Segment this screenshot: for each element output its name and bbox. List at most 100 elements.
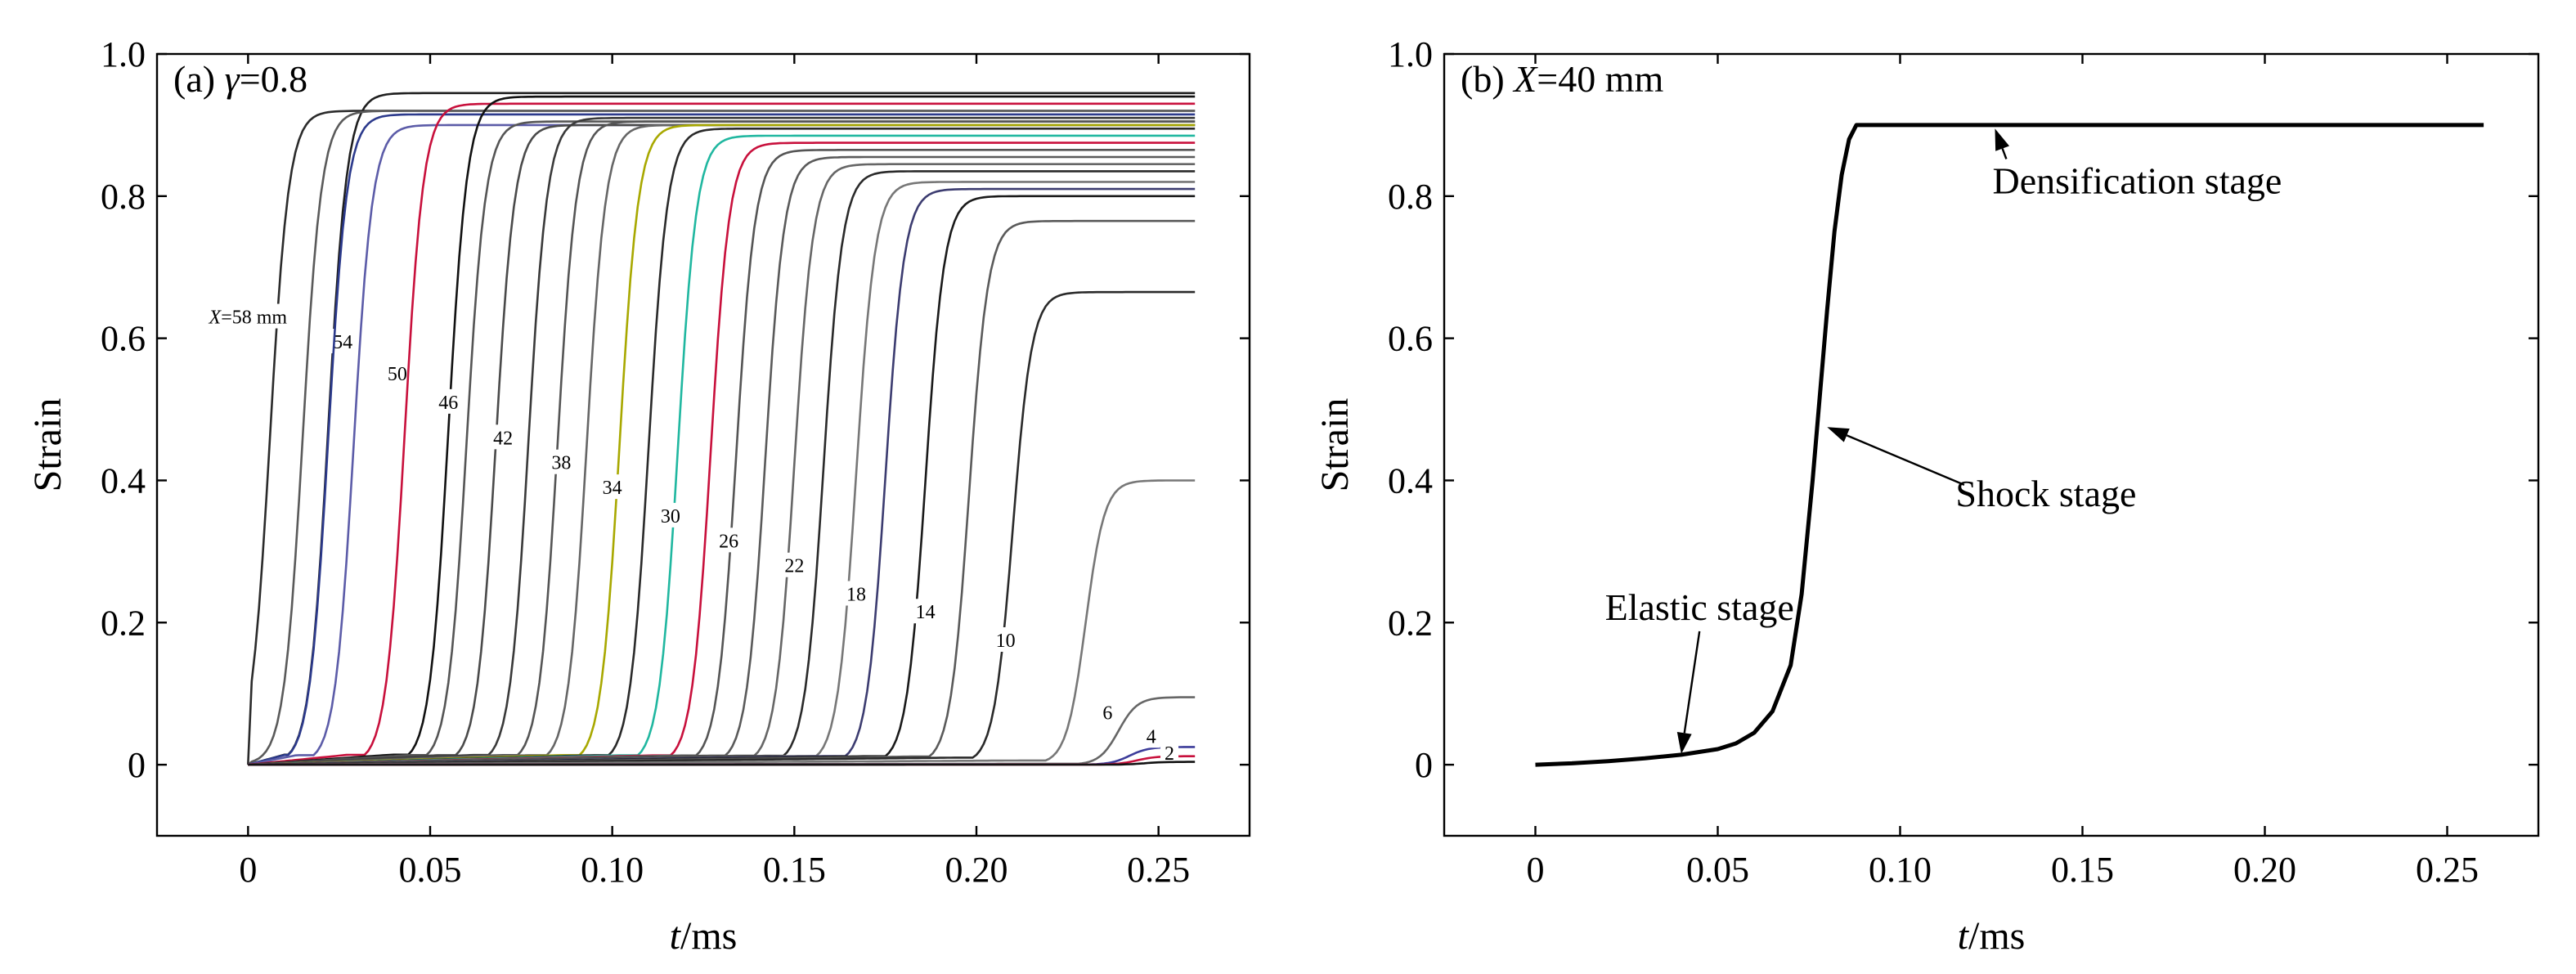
a-series-line-18	[248, 181, 1196, 766]
b-annotation-arrow-2	[1683, 631, 1701, 734]
a-series-line-26	[248, 149, 1196, 766]
a-x-tick-label-1: 0.05	[399, 850, 462, 890]
b-x-tick-label-1: 0.05	[1686, 850, 1749, 890]
b-x-axis-unit: /ms	[1968, 914, 2025, 958]
a-series-line-16	[248, 187, 1196, 766]
a-series-line-56	[247, 92, 1196, 766]
a-panel-letter: (a)	[173, 58, 225, 100]
a-curve-label-42: 42	[493, 428, 513, 449]
b-panel-symbol: X	[1512, 58, 1538, 100]
a-curve-label-bg-34	[597, 474, 627, 500]
a-curve-label-18: 18	[846, 585, 866, 606]
a-x-tick-label-4: 0.20	[945, 850, 1008, 890]
a-y-tick-label-3: 0.6	[101, 319, 146, 359]
b-annotation-1: Shock stage	[1955, 473, 2136, 514]
a-panel-value: =0.8	[240, 58, 307, 100]
a-axes-frame	[155, 52, 1251, 837]
b-y-tick-label-3: 0.6	[1388, 319, 1433, 359]
a-x-tick-label-3: 0.15	[763, 850, 826, 890]
a-curve-label-14: 14	[916, 602, 936, 623]
a-curve-label-46: 46	[438, 393, 458, 414]
a-curve-label-bg-14	[910, 599, 940, 624]
b-x-tick-label-4: 0.20	[2233, 850, 2296, 890]
a-x-tick-label-5: 0.25	[1127, 850, 1190, 890]
b-x-tick-label-3: 0.15	[2051, 850, 2114, 890]
a-curve-label-bg-6	[1098, 699, 1117, 725]
a-series-line-28	[248, 141, 1196, 766]
a-x-axis-unit: /ms	[680, 914, 737, 958]
a-series-line-44	[248, 120, 1196, 766]
a-series-line-38	[248, 120, 1196, 766]
b-annotation-2: Elastic stage	[1605, 586, 1794, 628]
a-series-line-54	[247, 110, 1196, 766]
b-axes-frame	[1443, 52, 2540, 837]
b-x-tick-label-2: 0.10	[1869, 850, 1932, 890]
b-y-tick-label-5: 1.0	[1388, 34, 1433, 74]
a-y-tick-label-1: 0.2	[101, 603, 146, 643]
a-series-line-48	[248, 102, 1196, 766]
b-annotation-arrowhead-1	[1827, 427, 1850, 442]
b-x-axis-var: t	[1958, 914, 1970, 958]
a-x-tick-label-2: 0.10	[581, 850, 644, 890]
b-y-tick-label-4: 0.8	[1388, 177, 1433, 217]
a-series-line-0	[248, 761, 1196, 766]
a-curve-label-10: 10	[996, 631, 1016, 652]
b-annotation-0: Densification stage	[1992, 159, 2282, 201]
b-panel-label: (b) X=40 mm	[1461, 58, 1663, 100]
a-curve-label-bg-2	[1160, 740, 1179, 765]
a-curve-label-bg-58	[207, 303, 289, 329]
a-curve-label-bg-38	[546, 449, 577, 474]
a-x-axis-var: t	[670, 914, 682, 958]
a-series-line-22	[248, 163, 1196, 766]
a-y-tick-label-4: 0.8	[101, 177, 146, 217]
a-series-line-40	[248, 116, 1196, 766]
a-y-tick-label-0: 0	[128, 745, 146, 785]
a-y-tick-label-5: 1.0	[101, 34, 146, 74]
a-curve-label-bg-46	[433, 388, 464, 414]
a-curve-label-26: 26	[719, 531, 738, 552]
b-plot-area	[1535, 123, 2484, 767]
a-x-axis-title: t/ms	[670, 914, 738, 958]
b-series-line-X40mm	[1535, 123, 2484, 767]
a-panel-label: (a) γ=0.8	[173, 58, 307, 100]
a-curve-label-bg-4	[1142, 723, 1160, 748]
b-annotation-arrow-1	[1846, 434, 1965, 486]
a-series-line-32	[248, 128, 1196, 766]
a-series-line-20	[248, 170, 1196, 766]
a-curve-label-30: 30	[661, 506, 680, 527]
b-annotation-arrow-0	[2001, 148, 2008, 159]
a-series-line-8	[248, 479, 1196, 766]
a-curve-label-x-value: =58 mm	[221, 307, 287, 329]
a-curve-label-x-var: X	[209, 307, 222, 329]
a-curve-label-bg-26	[714, 527, 744, 553]
b-x-tick-label-5: 0.25	[2416, 850, 2479, 890]
a-x-tick-label-0: 0	[239, 850, 257, 890]
a-curve-label-38: 38	[551, 453, 571, 474]
a-curve-label-4: 4	[1147, 726, 1156, 747]
a-panel-symbol: γ	[225, 58, 241, 100]
a-series-line-24	[248, 155, 1196, 766]
a-curve-label-2: 2	[1165, 743, 1174, 765]
a-series-line-52	[247, 113, 1196, 766]
b-y-tick-label-0: 0	[1415, 745, 1433, 785]
a-curve-label-bg-22	[779, 552, 810, 577]
panel-b-strain-vs-time-x40: Densification stage Shock stage Elastic st…	[1313, 34, 2540, 958]
b-panel-letter: (b)	[1461, 58, 1514, 100]
b-y-tick-label-2: 0.4	[1388, 460, 1433, 500]
a-curve-label-bg-30	[655, 502, 685, 527]
b-x-tick-label-0: 0	[1527, 850, 1545, 890]
a-curve-label-58: X=58 mm	[209, 307, 288, 329]
a-curve-label-6: 6	[1102, 703, 1112, 725]
a-plot-area: X=58 mm 54 50 46 42 38 34 30 26 22 18 14 10 6 42	[207, 92, 1196, 766]
b-x-axis-title: t/ms	[1958, 914, 2026, 958]
b-y-axis-title: Strain	[1313, 398, 1357, 492]
a-curve-label-54: 54	[333, 332, 352, 353]
panel-a-strain-vs-time-all-positions: X=58 mm 54 50 46 42 38 34 30 26 22 18 14 10 6 42 0 0.05 0…	[26, 34, 1251, 958]
a-series-line-58	[247, 110, 1196, 765]
a-curve-label-34: 34	[603, 478, 622, 499]
b-annotation-arrowhead-2	[1676, 732, 1692, 755]
b-annotation-arrowhead-0	[1995, 128, 2010, 151]
a-curve-label-50: 50	[388, 364, 407, 385]
a-y-axis-title: Strain	[26, 398, 70, 492]
